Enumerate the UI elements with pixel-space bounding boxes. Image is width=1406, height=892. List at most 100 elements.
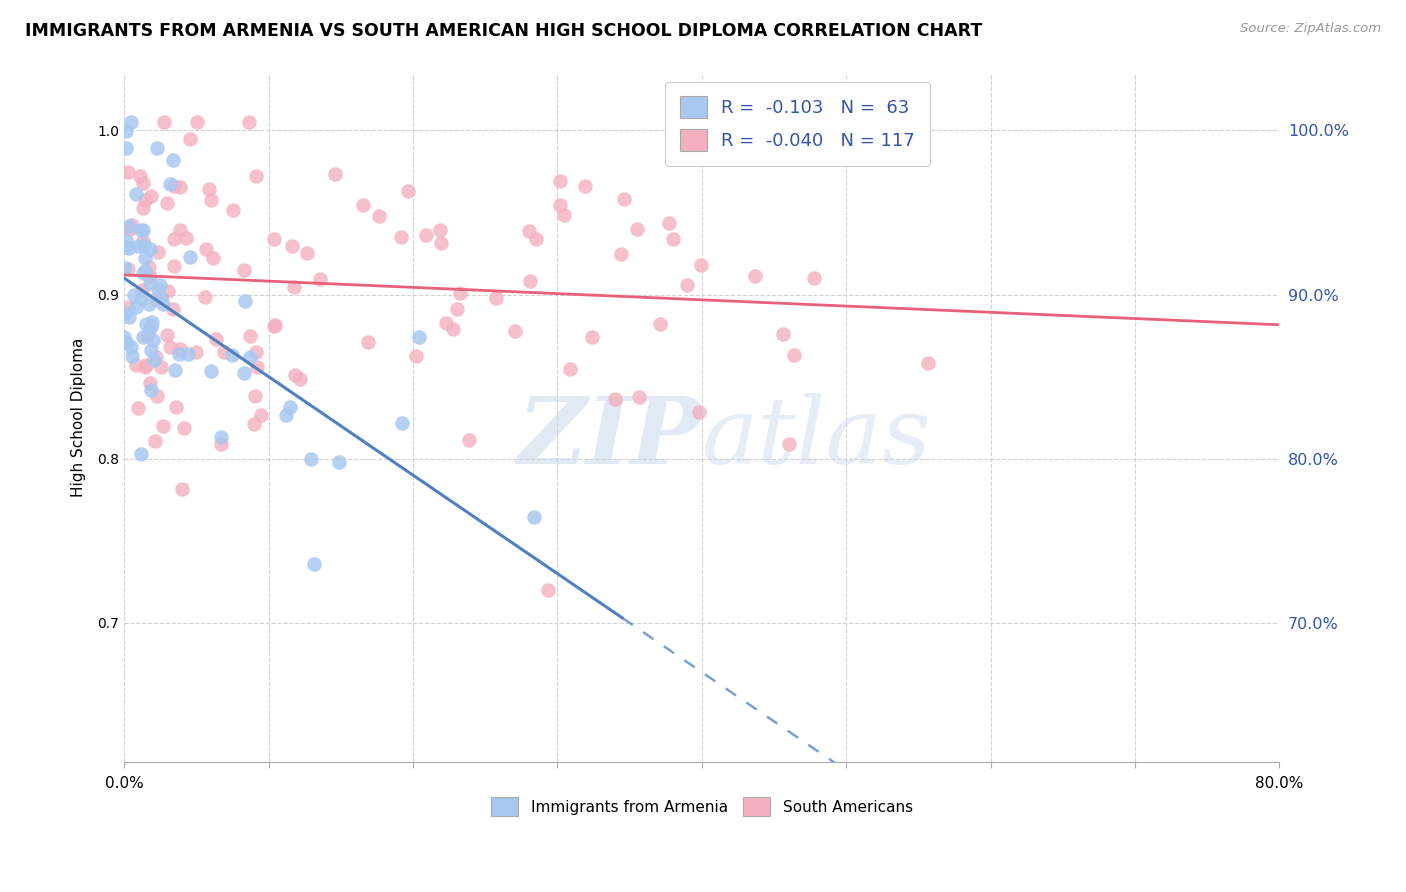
Point xyxy=(139,318,162,333)
Point xyxy=(328,455,350,469)
Point xyxy=(132,201,155,215)
Point xyxy=(139,277,162,291)
Point xyxy=(150,291,173,305)
Point xyxy=(115,234,138,248)
Point xyxy=(117,300,139,314)
Point xyxy=(457,433,479,447)
Point xyxy=(281,239,304,253)
Text: Source: ZipAtlas.com: Source: ZipAtlas.com xyxy=(1240,22,1381,36)
Point xyxy=(169,223,191,237)
Point xyxy=(205,332,228,346)
Point xyxy=(246,359,269,374)
Point xyxy=(434,316,457,330)
Point xyxy=(200,364,222,378)
Point xyxy=(114,306,136,320)
Point xyxy=(179,251,201,265)
Point xyxy=(278,401,301,415)
Point xyxy=(177,347,200,361)
Point xyxy=(169,342,191,356)
Point xyxy=(688,405,710,419)
Point xyxy=(174,231,197,245)
Point xyxy=(120,115,142,129)
Point xyxy=(415,228,437,243)
Point xyxy=(772,327,794,342)
Point xyxy=(139,376,162,391)
Point xyxy=(127,238,149,252)
Point xyxy=(560,361,582,376)
Point xyxy=(449,286,471,301)
Point xyxy=(127,401,149,416)
Point xyxy=(396,184,419,198)
Point xyxy=(173,421,195,435)
Text: atlas: atlas xyxy=(702,393,931,483)
Point xyxy=(778,436,800,450)
Legend: Immigrants from Armenia, South Americans: Immigrants from Armenia, South Americans xyxy=(484,789,921,823)
Point xyxy=(129,169,152,183)
Point xyxy=(152,297,174,311)
Point xyxy=(157,284,180,298)
Point xyxy=(323,167,346,181)
Point xyxy=(162,153,184,167)
Point xyxy=(132,237,155,252)
Point xyxy=(134,264,156,278)
Point xyxy=(391,416,413,430)
Point xyxy=(121,349,143,363)
Point xyxy=(232,263,254,277)
Point xyxy=(290,372,312,386)
Point xyxy=(149,359,172,374)
Point xyxy=(648,317,671,331)
Point xyxy=(523,509,546,524)
Point xyxy=(141,383,163,397)
Point xyxy=(179,132,201,146)
Point xyxy=(145,351,167,365)
Point xyxy=(156,195,179,210)
Point xyxy=(120,340,142,354)
Point xyxy=(114,329,136,343)
Point xyxy=(194,290,217,304)
Point xyxy=(138,269,160,284)
Point xyxy=(118,219,141,234)
Point xyxy=(129,291,152,305)
Point xyxy=(184,345,207,359)
Point xyxy=(356,334,378,349)
Point xyxy=(159,340,181,354)
Point xyxy=(239,329,262,343)
Point xyxy=(548,174,571,188)
Point xyxy=(138,260,160,274)
Point xyxy=(146,245,169,260)
Point xyxy=(153,115,176,129)
Point xyxy=(232,366,254,380)
Point xyxy=(163,259,186,273)
Point xyxy=(132,176,155,190)
Point xyxy=(117,241,139,255)
Point xyxy=(505,324,527,338)
Point xyxy=(167,347,190,361)
Point xyxy=(263,232,285,246)
Point xyxy=(627,390,650,404)
Point xyxy=(276,409,298,423)
Point xyxy=(553,208,575,222)
Point xyxy=(200,193,222,207)
Point xyxy=(368,209,391,223)
Point xyxy=(162,301,184,316)
Point xyxy=(186,115,208,129)
Point xyxy=(139,242,162,256)
Point xyxy=(141,343,163,357)
Point xyxy=(146,389,169,403)
Point xyxy=(198,182,221,196)
Point xyxy=(676,278,699,293)
Point xyxy=(139,321,162,335)
Point xyxy=(519,225,541,239)
Point xyxy=(125,358,148,372)
Point xyxy=(124,301,146,315)
Point xyxy=(803,271,825,285)
Y-axis label: High School Diploma: High School Diploma xyxy=(72,338,86,498)
Point xyxy=(284,368,307,383)
Point xyxy=(209,430,232,444)
Point xyxy=(264,318,287,332)
Point xyxy=(141,316,163,330)
Point xyxy=(132,329,155,343)
Point xyxy=(169,179,191,194)
Point xyxy=(299,452,322,467)
Point xyxy=(143,434,166,448)
